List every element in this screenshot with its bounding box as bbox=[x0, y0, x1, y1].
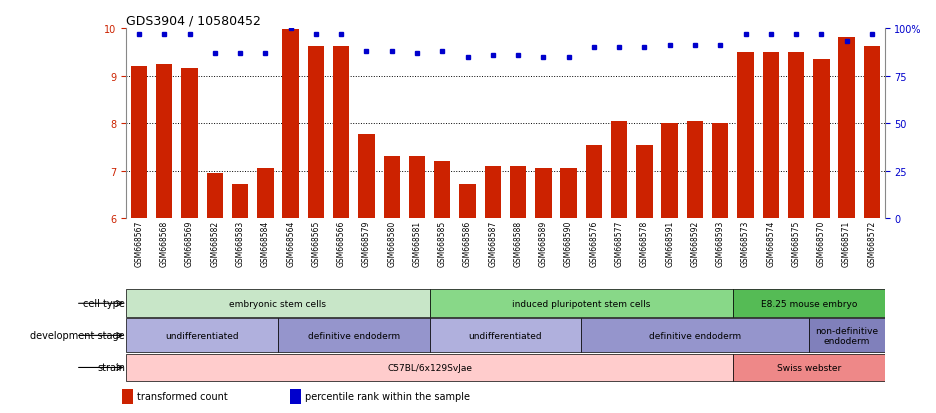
Bar bbox=[586, 145, 602, 219]
Text: embryonic stem cells: embryonic stem cells bbox=[229, 299, 327, 308]
Text: GSM668582: GSM668582 bbox=[211, 220, 219, 266]
Text: cell type: cell type bbox=[83, 299, 125, 309]
Text: strain: strain bbox=[97, 363, 125, 373]
Text: GSM668579: GSM668579 bbox=[362, 220, 371, 266]
Text: GSM668565: GSM668565 bbox=[312, 220, 320, 266]
Bar bbox=[290, 389, 301, 404]
Bar bbox=[788, 53, 804, 219]
Text: GSM668571: GSM668571 bbox=[842, 220, 851, 266]
Text: Swiss webster: Swiss webster bbox=[777, 363, 841, 372]
Bar bbox=[581, 319, 809, 352]
Text: undifferentiated: undifferentiated bbox=[166, 331, 239, 340]
Bar bbox=[430, 290, 733, 318]
Text: GDS3904 / 10580452: GDS3904 / 10580452 bbox=[126, 15, 261, 28]
Text: GSM668581: GSM668581 bbox=[413, 220, 421, 266]
Bar bbox=[126, 290, 430, 318]
Text: definitive endoderm: definitive endoderm bbox=[308, 331, 400, 340]
Bar bbox=[535, 169, 551, 219]
Bar bbox=[611, 121, 627, 219]
Bar bbox=[662, 124, 678, 219]
Bar bbox=[460, 185, 475, 219]
Bar bbox=[182, 69, 197, 219]
Bar bbox=[809, 319, 885, 352]
Bar bbox=[864, 47, 880, 219]
Text: GSM668586: GSM668586 bbox=[463, 220, 472, 266]
Bar bbox=[738, 53, 753, 219]
Bar bbox=[485, 166, 501, 219]
Bar bbox=[712, 124, 728, 219]
Text: C57BL/6x129SvJae: C57BL/6x129SvJae bbox=[388, 363, 472, 372]
Bar bbox=[561, 169, 577, 219]
Bar bbox=[358, 134, 374, 219]
Bar bbox=[308, 47, 324, 219]
Bar bbox=[434, 162, 450, 219]
Bar bbox=[232, 185, 248, 219]
Text: GSM668578: GSM668578 bbox=[640, 220, 649, 266]
Bar bbox=[278, 319, 430, 352]
Text: non-definitive
endoderm: non-definitive endoderm bbox=[815, 326, 878, 345]
Bar bbox=[687, 121, 703, 219]
Text: development stage: development stage bbox=[31, 330, 125, 341]
Bar bbox=[122, 389, 133, 404]
Bar bbox=[430, 319, 581, 352]
Text: GSM668584: GSM668584 bbox=[261, 220, 270, 266]
Text: induced pluripotent stem cells: induced pluripotent stem cells bbox=[512, 299, 651, 308]
Text: transformed count: transformed count bbox=[137, 392, 227, 401]
Text: GSM668568: GSM668568 bbox=[160, 220, 168, 266]
Text: GSM668573: GSM668573 bbox=[741, 220, 750, 266]
Text: GSM668589: GSM668589 bbox=[539, 220, 548, 266]
Bar bbox=[813, 60, 829, 219]
Bar bbox=[510, 166, 526, 219]
Bar bbox=[409, 156, 425, 219]
Text: GSM668590: GSM668590 bbox=[564, 220, 573, 266]
Bar bbox=[131, 67, 147, 219]
Bar bbox=[257, 169, 273, 219]
Bar bbox=[156, 64, 172, 219]
Text: GSM668593: GSM668593 bbox=[716, 220, 724, 266]
Text: GSM668564: GSM668564 bbox=[286, 220, 295, 266]
Bar bbox=[763, 53, 779, 219]
Bar bbox=[384, 156, 400, 219]
Bar bbox=[207, 174, 223, 219]
Text: GSM668567: GSM668567 bbox=[135, 220, 143, 266]
Bar bbox=[283, 30, 299, 219]
Text: GSM668591: GSM668591 bbox=[665, 220, 674, 266]
Text: GSM668574: GSM668574 bbox=[767, 220, 775, 266]
Text: GSM668575: GSM668575 bbox=[792, 220, 800, 266]
Bar bbox=[636, 145, 652, 219]
Text: GSM668587: GSM668587 bbox=[489, 220, 497, 266]
Text: GSM668569: GSM668569 bbox=[185, 220, 194, 266]
Text: GSM668585: GSM668585 bbox=[438, 220, 446, 266]
Text: GSM668592: GSM668592 bbox=[691, 220, 699, 266]
Text: definitive endoderm: definitive endoderm bbox=[649, 331, 741, 340]
Bar bbox=[839, 38, 855, 219]
Bar bbox=[333, 47, 349, 219]
Text: GSM668572: GSM668572 bbox=[868, 220, 876, 266]
Bar bbox=[733, 354, 885, 382]
Text: E8.25 mouse embryo: E8.25 mouse embryo bbox=[761, 299, 856, 308]
Text: percentile rank within the sample: percentile rank within the sample bbox=[305, 392, 470, 401]
Text: GSM668570: GSM668570 bbox=[817, 220, 826, 266]
Text: GSM668583: GSM668583 bbox=[236, 220, 244, 266]
Text: GSM668576: GSM668576 bbox=[590, 220, 598, 266]
Text: GSM668577: GSM668577 bbox=[615, 220, 623, 266]
Text: undifferentiated: undifferentiated bbox=[469, 331, 542, 340]
Text: GSM668580: GSM668580 bbox=[388, 220, 396, 266]
Bar bbox=[126, 354, 733, 382]
Bar bbox=[733, 290, 885, 318]
Text: GSM668566: GSM668566 bbox=[337, 220, 345, 266]
Text: GSM668588: GSM668588 bbox=[514, 220, 522, 266]
Bar bbox=[126, 319, 278, 352]
